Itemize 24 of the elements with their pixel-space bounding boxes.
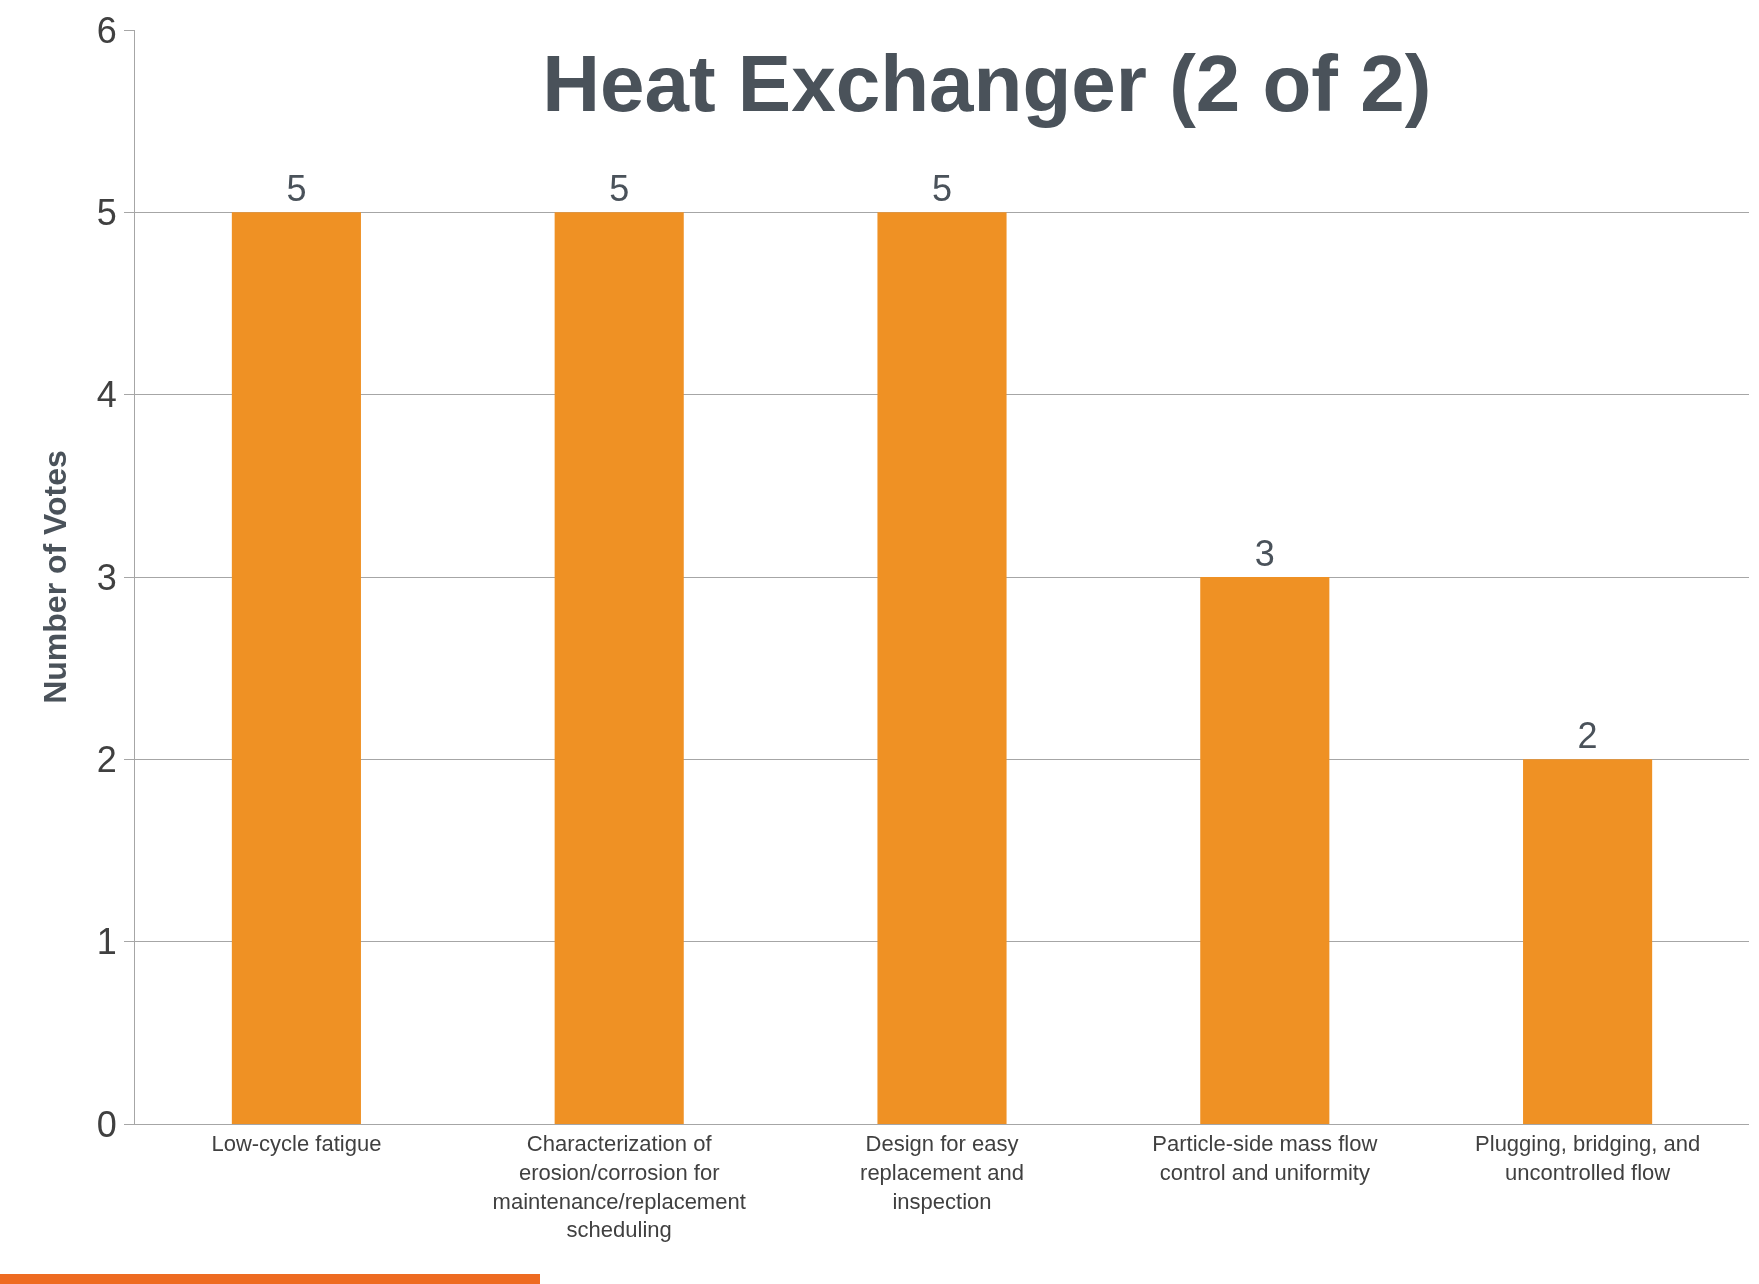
y-tick-label: 1: [96, 921, 117, 963]
bar: [877, 212, 1007, 1124]
y-tick-label: 0: [96, 1103, 117, 1145]
data-label: 5: [931, 168, 953, 210]
x-tick-label: Low-cycle fatigue: [211, 1131, 382, 1157]
bar: [231, 212, 361, 1124]
data-label: 3: [1254, 533, 1275, 574]
y-tick-label: 6: [96, 9, 117, 51]
bar: [1200, 577, 1330, 1124]
x-tick-label: Design for easy replacement and inspection: [860, 1131, 1024, 1214]
x-tick-label: Particle-side mass flow control and uniformity: [1152, 1131, 1378, 1185]
chart-title: Heat Exchanger (2 of 2): [542, 39, 1432, 129]
data-label: 2: [1577, 715, 1598, 757]
y-tick-label: 2: [96, 738, 117, 780]
y-tick-label: 4: [96, 374, 117, 416]
data-label: 5: [286, 168, 307, 210]
bar: [554, 212, 684, 1124]
y-axis-title: Number of Votes: [37, 450, 74, 704]
x-tick-label: Plugging, bridging, and uncontrolled flow: [1475, 1131, 1701, 1185]
y-tick-label: 3: [96, 556, 117, 598]
y-tick-label: 5: [96, 191, 117, 233]
data-label: 5: [609, 168, 630, 210]
bar: [1523, 759, 1653, 1124]
x-tick-label: Characterization of erosion/corrosion for maintenance/replacement scheduling: [492, 1131, 746, 1243]
